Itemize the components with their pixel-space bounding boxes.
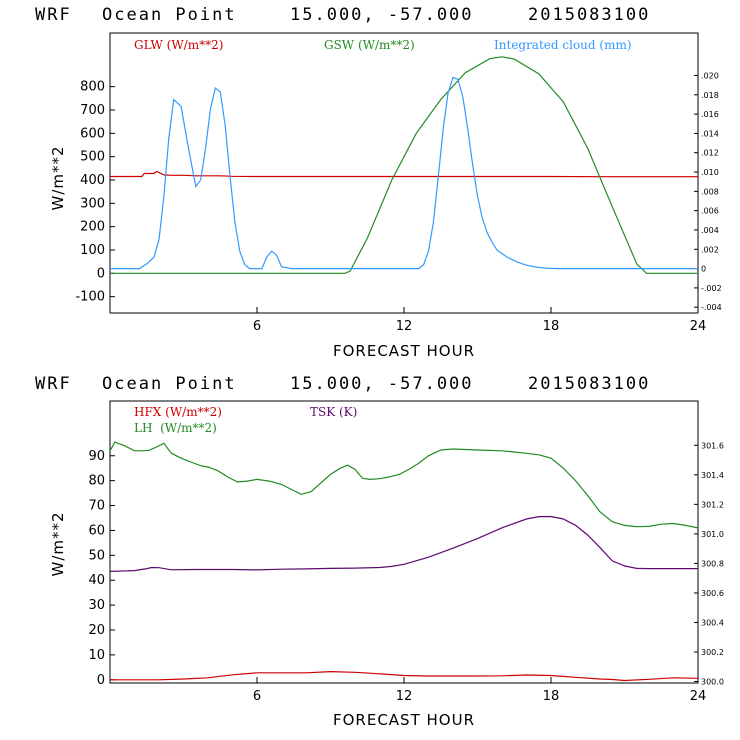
left-tick-label: 70 bbox=[88, 499, 105, 514]
right-tick-label: 301.0 bbox=[701, 530, 724, 539]
right-tick-label: .006 bbox=[701, 207, 719, 216]
x-tick-label: 24 bbox=[690, 319, 707, 334]
series-line-glw bbox=[110, 170, 698, 178]
right-tick-label: -.002 bbox=[701, 284, 722, 293]
x-tick-label: 12 bbox=[396, 689, 413, 704]
left-tick-label: 60 bbox=[88, 523, 105, 538]
chart-2-left-axis: 90 80 70 60 50 40 30 20 10 0 bbox=[88, 449, 115, 688]
chart-2-x-axis: 6 12 18 24 bbox=[253, 677, 706, 704]
chart-1-legend-cloud: Integrated cloud (mm) bbox=[494, 38, 632, 52]
right-tick-label: 300.2 bbox=[701, 648, 724, 657]
right-tick-label: 301.2 bbox=[701, 500, 724, 509]
left-tick-label: 0 bbox=[97, 266, 105, 281]
chart-2-right-axis: 301.6 301.4 301.2 301.0 300.8 300.6 300.… bbox=[694, 441, 724, 687]
left-tick-label: -100 bbox=[75, 290, 105, 305]
right-tick-label: .014 bbox=[701, 129, 719, 138]
left-tick-label: 300 bbox=[80, 196, 105, 211]
chart-2-x-axis-label: FORECAST HOUR bbox=[333, 711, 475, 729]
x-tick-label: 18 bbox=[543, 319, 560, 334]
chart-1-x-axis: 6 12 18 24 bbox=[253, 307, 706, 334]
right-tick-label: .002 bbox=[701, 245, 719, 254]
chart-1-y-axis-label: W/m**2 bbox=[49, 145, 67, 210]
series-line-integrated bbox=[110, 76, 698, 270]
chart-1-legend-gsw: GSW (W/m**2) bbox=[324, 38, 415, 52]
chart-2-y-axis-label: W/m**2 bbox=[49, 511, 67, 576]
right-tick-label: 300.0 bbox=[701, 678, 724, 687]
chart-1-plot-frame bbox=[109, 32, 699, 314]
right-tick-label: .018 bbox=[701, 91, 719, 100]
right-tick-label: 300.6 bbox=[701, 589, 724, 598]
chart-2-legend-lh: LH (W/m**2) bbox=[134, 421, 217, 435]
chart-1: WRF Ocean Point 15.000, -57.000 20150831… bbox=[35, 5, 722, 360]
series-line-hfx bbox=[110, 670, 699, 682]
right-tick-label: .016 bbox=[701, 110, 719, 119]
x-tick-label: 6 bbox=[253, 319, 261, 334]
left-tick-label: 200 bbox=[80, 220, 105, 235]
x-tick-label: 6 bbox=[253, 689, 261, 704]
x-tick-label: 24 bbox=[690, 689, 707, 704]
chart-1-right-axis: .020 .018 .016 .014 .012 .010 .008 .006 … bbox=[694, 71, 722, 312]
left-tick-label: 40 bbox=[88, 573, 105, 588]
chart-2-legend-tsk: TSK (K) bbox=[310, 405, 357, 419]
chart-1-series-group bbox=[110, 56, 698, 274]
left-tick-label: 90 bbox=[88, 449, 105, 464]
right-tick-label: .010 bbox=[701, 168, 719, 177]
x-tick-label: 18 bbox=[543, 689, 560, 704]
chart-2-legend-hfx: HFX (W/m**2) bbox=[134, 405, 222, 419]
left-tick-label: 30 bbox=[88, 598, 105, 613]
left-tick-label: 20 bbox=[88, 623, 105, 638]
left-tick-label: 400 bbox=[80, 173, 105, 188]
left-tick-label: 500 bbox=[80, 150, 105, 165]
right-tick-label: 300.8 bbox=[701, 559, 724, 568]
right-tick-label: .008 bbox=[701, 187, 719, 196]
right-tick-label: 301.4 bbox=[701, 471, 724, 480]
right-tick-label: 300.4 bbox=[701, 618, 724, 627]
left-tick-label: 0 bbox=[97, 673, 105, 688]
chart-2-title-date: 2015083100 bbox=[528, 374, 650, 394]
left-tick-label: 800 bbox=[80, 80, 105, 95]
right-tick-label: -.004 bbox=[701, 303, 722, 312]
left-tick-label: 50 bbox=[88, 548, 105, 563]
chart-1-title-model: WRF bbox=[35, 5, 72, 25]
chart-1-title-date: 2015083100 bbox=[528, 5, 650, 25]
chart-2-plot-frame bbox=[109, 400, 699, 684]
right-tick-label: .020 bbox=[701, 71, 719, 80]
right-tick-label: .004 bbox=[701, 226, 719, 235]
chart-1-title-coords: 15.000, -57.000 bbox=[290, 5, 474, 25]
right-tick-label: 301.6 bbox=[701, 441, 724, 450]
series-line-gsw bbox=[110, 56, 698, 274]
chart-1-title-location: Ocean Point bbox=[102, 5, 237, 25]
chart-1-legend-glw: GLW (W/m**2) bbox=[134, 38, 223, 52]
left-tick-label: 10 bbox=[88, 648, 105, 663]
chart-2-series-group bbox=[109, 441, 699, 682]
chart-2-title-model: WRF bbox=[35, 374, 72, 394]
left-tick-label: 700 bbox=[80, 103, 105, 118]
right-tick-label: 0 bbox=[701, 265, 706, 274]
left-tick-label: 100 bbox=[80, 243, 105, 258]
chart-1-left-axis: 800 700 600 500 400 300 200 100 0 -100 bbox=[75, 80, 115, 305]
series-line-lh bbox=[109, 441, 699, 529]
x-tick-label: 12 bbox=[396, 319, 413, 334]
series-line-tsk bbox=[109, 515, 698, 572]
chart-1-x-axis-label: FORECAST HOUR bbox=[333, 342, 475, 360]
left-tick-label: 80 bbox=[88, 474, 105, 489]
right-tick-label: .012 bbox=[701, 149, 719, 158]
chart-2-title-location: Ocean Point bbox=[102, 374, 237, 394]
chart-2: WRF Ocean Point 15.000, -57.000 20150831… bbox=[35, 374, 724, 729]
chart-2-title-coords: 15.000, -57.000 bbox=[290, 374, 474, 394]
left-tick-label: 600 bbox=[80, 126, 105, 141]
